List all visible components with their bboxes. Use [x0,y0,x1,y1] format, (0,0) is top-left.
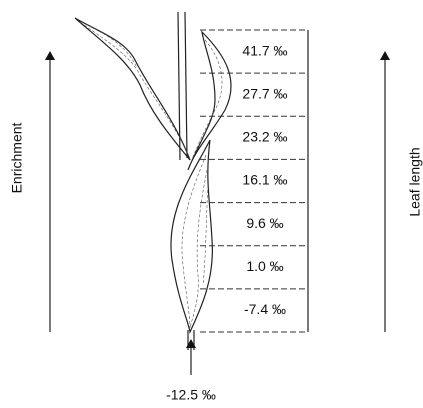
leaf-length-label: Leaf length [407,147,423,216]
leaf-vein [203,185,208,285]
leaf-vein [85,24,137,68]
segment-value: 23.2 ‰ [242,129,287,145]
segment-value: 41.7 ‰ [242,42,287,58]
segment-table: 41.7 ‰ 27.7 ‰ 23.2 ‰ 16.1 ‰ 9.6 ‰ 1.0 ‰ -7.4 ‰ [200,30,308,332]
leaf [75,18,190,160]
leaf-vein [190,40,222,165]
enrichment-label: Enrichment [9,122,25,193]
leaf-vein [80,22,188,155]
figure: Enrichment Leaf length 41.7 ‰ 27.7 ‰ 23.2 … [0,0,423,408]
segment-value: 16.1 ‰ [242,172,287,188]
segment-value: -7.4 ‰ [244,301,286,317]
segment-value: 9.6 ‰ [246,215,283,231]
base-label: -12.5 ‰ [166,387,216,403]
segment-value: 1.0 ‰ [246,258,283,274]
leaf-vein [190,170,207,328]
stem [185,12,187,158]
segment-value: 27.7 ‰ [242,85,287,101]
